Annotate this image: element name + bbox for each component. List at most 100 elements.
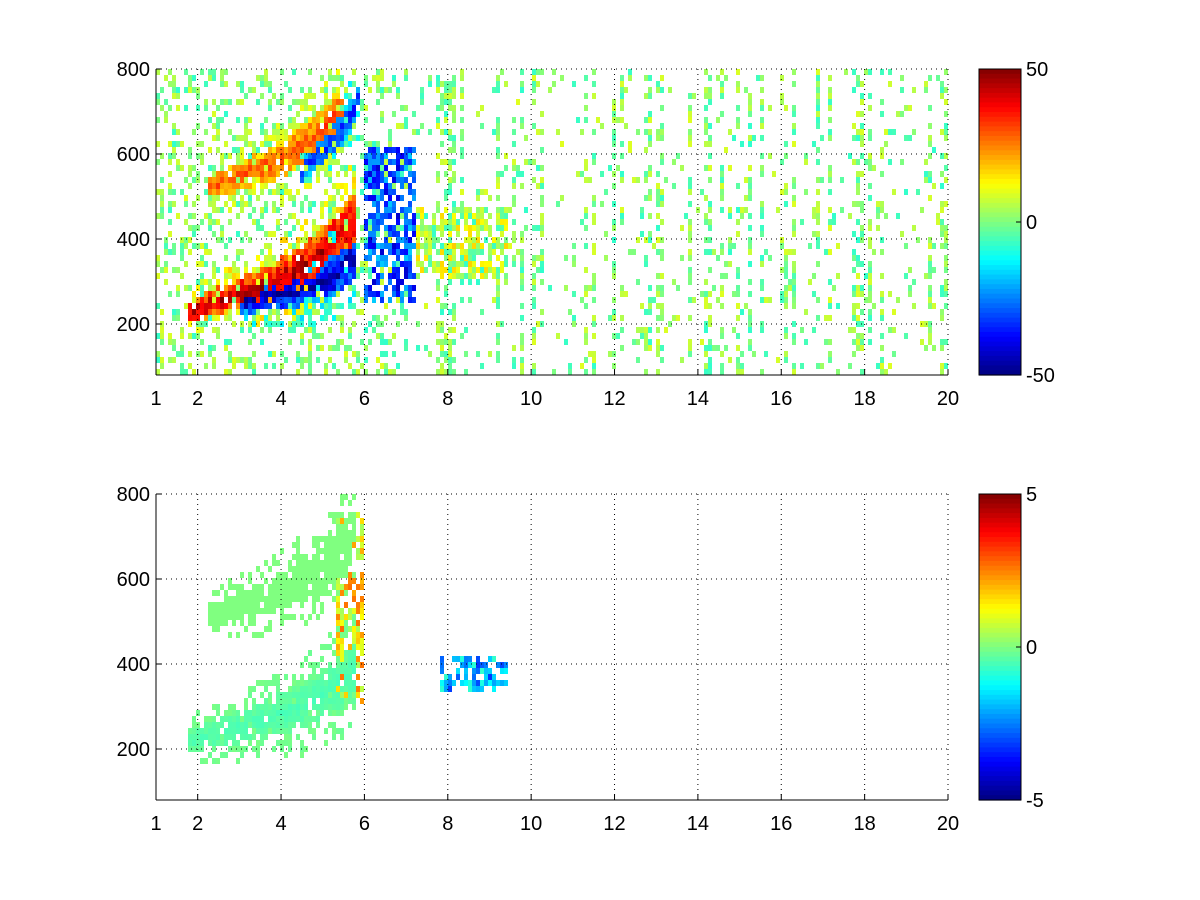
heatmap-cell [888, 81, 892, 87]
heatmap-cell [452, 135, 456, 141]
heatmap-cell [352, 632, 356, 638]
heatmap-cell [344, 243, 348, 249]
heatmap-cell [296, 572, 300, 578]
heatmap-cell [256, 632, 260, 638]
heatmap-cell [368, 87, 372, 93]
heatmap-cell [592, 219, 596, 225]
heatmap-cell [312, 111, 316, 117]
heatmap-cell [444, 111, 448, 117]
heatmap-cell [332, 291, 336, 297]
heatmap-cell [308, 255, 312, 261]
heatmap-cell [212, 728, 216, 734]
heatmap-cell [300, 159, 304, 165]
heatmap-cell [660, 87, 664, 93]
colorbar-swatch [979, 73, 1021, 80]
heatmap-cell [892, 327, 896, 333]
heatmap-cell [156, 159, 160, 165]
heatmap-cell [200, 758, 204, 764]
heatmap-cell [320, 147, 324, 153]
heatmap-cell [216, 117, 220, 123]
heatmap-cell [540, 165, 544, 171]
heatmap-cell [168, 141, 172, 147]
heatmap-cell [612, 309, 616, 315]
heatmap-cell [216, 147, 220, 153]
heatmap-cell [512, 201, 516, 207]
heatmap-cell [316, 536, 320, 542]
heatmap-cell [420, 219, 424, 225]
heatmap-cell [384, 147, 388, 153]
heatmap-cell [936, 75, 940, 81]
heatmap-cell [332, 572, 336, 578]
heatmap-cell [332, 225, 336, 231]
heatmap-cell [520, 117, 524, 123]
heatmap-cell [296, 351, 300, 357]
heatmap-cell [312, 309, 316, 315]
heatmap-cell [428, 243, 432, 249]
colorbar-swatch [979, 69, 1021, 75]
heatmap-cell [180, 345, 184, 351]
heatmap-cell [316, 273, 320, 279]
heatmap-cell [812, 207, 816, 213]
heatmap-cell [444, 99, 448, 105]
heatmap-cell [496, 357, 500, 363]
heatmap-cell [828, 303, 832, 309]
heatmap-cell [192, 177, 196, 183]
heatmap-cell [268, 273, 272, 279]
heatmap-cell [644, 147, 648, 153]
heatmap-cell [364, 297, 368, 303]
heatmap-cell [232, 267, 236, 273]
heatmap-cell [344, 93, 348, 99]
heatmap-cell [292, 147, 296, 153]
heatmap-cell [836, 303, 840, 309]
heatmap-cell [408, 291, 412, 297]
heatmap-cell [388, 195, 392, 201]
heatmap-cell [504, 219, 508, 225]
heatmap-cell [792, 363, 796, 369]
heatmap-cell [256, 710, 260, 716]
heatmap-cell [520, 303, 524, 309]
heatmap-cell [208, 309, 212, 315]
heatmap-cell [872, 165, 876, 171]
heatmap-cell [620, 315, 624, 321]
heatmap-cell [200, 141, 204, 147]
heatmap-cell [356, 213, 360, 219]
heatmap-cell [784, 153, 788, 159]
heatmap-cell [308, 566, 312, 572]
heatmap-cell [336, 548, 340, 554]
heatmap-cell [220, 75, 224, 81]
heatmap-cell [364, 195, 368, 201]
heatmap-cell [328, 662, 332, 668]
heatmap-cell [328, 303, 332, 309]
heatmap-cell [312, 129, 316, 135]
heatmap-cell [572, 315, 576, 321]
heatmap-cell [400, 171, 404, 177]
heatmap-cell [200, 351, 204, 357]
heatmap-cell [328, 105, 332, 111]
heatmap-cell [316, 578, 320, 584]
heatmap-cell [228, 351, 232, 357]
heatmap-cell [612, 105, 616, 111]
heatmap-cell [816, 99, 820, 105]
heatmap-cell [880, 171, 884, 177]
heatmap-cell [212, 207, 216, 213]
heatmap-cell [308, 93, 312, 99]
heatmap-cell [592, 321, 596, 327]
heatmap-cell [272, 165, 276, 171]
heatmap-cell [276, 279, 280, 285]
heatmap-cell [212, 135, 216, 141]
heatmap-cell [856, 237, 860, 243]
heatmap-cell [324, 99, 328, 105]
heatmap-cell [228, 596, 232, 602]
heatmap-cell [788, 279, 792, 285]
heatmap-cell [312, 536, 316, 542]
heatmap-cell [292, 213, 296, 219]
heatmap-cell [532, 225, 536, 231]
heatmap-cell [352, 698, 356, 704]
heatmap-cell [252, 602, 256, 608]
heatmap-cell [532, 273, 536, 279]
heatmap-cell [760, 75, 764, 81]
heatmap-cell [220, 69, 224, 75]
heatmap-cell [704, 303, 708, 309]
heatmap-cell [296, 147, 300, 153]
heatmap-cell [412, 285, 416, 291]
